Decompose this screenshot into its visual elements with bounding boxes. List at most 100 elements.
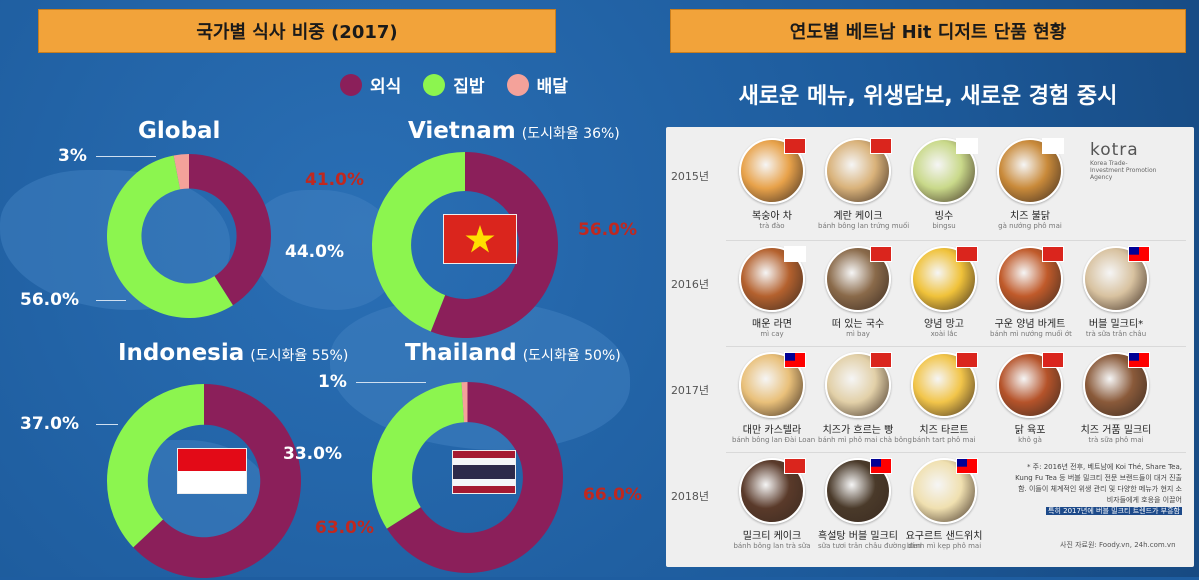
dessert-item: 치즈 타르트 bánh tart phô mai [904,352,984,444]
dessert-item: 빙수 bingsu [904,138,984,230]
data-label-global-home: 56.0% [20,290,79,310]
dessert-vietnamese-name: khô gà [1018,436,1042,444]
kr-flag-icon [1042,138,1064,154]
data-label-indonesia-home: 37.0% [20,414,79,434]
dessert-name: 치즈 거품 밀크티 [1080,425,1152,436]
dessert-name: 빙수 [934,211,954,222]
dessert-item: 닭 육포 khô gà [990,352,1070,444]
dessert-name: 요구르트 샌드위치 [905,531,983,542]
dessert-name: 구운 양념 바게트 [994,319,1066,330]
legend: 외식 집밥 배달 [340,72,568,97]
data-label-thailand-home: 33.0% [283,444,342,464]
dessert-vietnamese-name: bánh mì phô mai chà bông [818,436,912,444]
right-header: 연도별 베트남 Hit 디저트 단품 현황 [670,9,1186,53]
dessert-vietnamese-name: sữa tươi trân châu đường đen [818,542,922,550]
donut-slice-thailand-dine-out [386,382,563,573]
tw-flag-icon [1128,246,1150,262]
dessert-name: 버블 밀크티* [1088,319,1144,330]
dessert-name: 대만 카스텔라 [742,425,802,436]
indonesia-flag [177,448,247,494]
vn-flag-icon [1042,246,1064,262]
legend-item-home: 집밥 [423,72,485,97]
dessert-vietnamese-name: bánh bông lan trứng muối [818,222,910,230]
dessert-name: 치즈 불닭 [1010,211,1050,222]
leader-line [96,424,118,425]
dessert-item: 밀크티 케이크 bánh bông lan trà sữa [732,458,812,550]
tw-flag-icon [1128,352,1150,368]
dessert-name: 계란 케이크 [833,211,883,222]
infographic-title: 새로운 메뉴, 위생담보, 새로운 경험 중시 [738,84,1118,109]
chart-title-global: Global [138,118,221,144]
legend-item-dine-out: 외식 [340,72,401,97]
dessert-item: 대만 카스텔라 bánh bông lan Đài Loan [732,352,816,444]
dessert-item: 치즈가 흐르는 빵 bánh mì phô mai chà bông [818,352,912,444]
dessert-name: 양념 망고 [924,319,964,330]
vn-flag-icon [870,138,892,154]
dessert-vietnamese-name: bánh mì nướng muối ớt [990,330,1072,338]
donut-slice-global-home [107,155,233,318]
year-label: 2016년 [670,278,710,291]
dessert-vietnamese-name: bánh bông lan Đài Loan [732,436,816,444]
dessert-vietnamese-name: bánh bông lan trà sữa [733,542,811,550]
left-header: 국가별 식사 비중 (2017) [38,9,556,53]
data-label-global-delivery: 3% [58,146,87,166]
row-divider [726,346,1186,347]
dessert-vietnamese-name: xoài lắc [930,330,958,338]
tw-flag-icon [956,458,978,474]
dessert-vietnamese-name: bingsu [932,222,956,230]
legend-item-delivery: 배달 [506,72,568,97]
vn-flag-icon [870,352,892,368]
dessert-item: 매운 라면 mì cay [732,246,812,338]
dessert-item: 치즈 거품 밀크티 trà sữa phô mai [1076,352,1156,444]
donut-slice-global-delivery [173,154,189,190]
dessert-item: 구운 양념 바게트 bánh mì nướng muối ớt [990,246,1072,338]
dessert-name: 복숭아 차 [752,211,792,222]
vn-flag-icon [956,246,978,262]
chart-title-vietnam: Vietnam (도시화율 36%) [408,118,620,144]
kotra-logo: kotra Korea Trade-Investment Promotion A… [1090,140,1157,181]
vn-flag-icon [784,138,806,154]
donut-chart-thailand [372,382,563,573]
dessert-name: 흑설탕 버블 밀크티 [818,531,898,542]
tw-flag-icon [784,352,806,368]
data-label-thailand-delivery: 1% [318,372,347,392]
leader-line [356,382,426,383]
dessert-photo [911,246,977,312]
chart-title-thailand: Thailand (도시화율 50%) [405,340,621,366]
vn-flag-icon [784,458,806,474]
legend-swatch [423,73,446,96]
dessert-vietnamese-name: bánh mì kẹp phô mai [906,542,982,550]
dessert-vietnamese-name: mì cay [760,330,784,338]
donut-slice-global-dine-out [189,154,271,306]
dessert-vietnamese-name: gà nướng phô mai [998,222,1062,230]
dessert-vietnamese-name: trà sữa phô mai [1088,436,1144,444]
photo-source: 사진 자료원: Foody.vn, 24h.com.vn [1060,541,1176,549]
dessert-photo [1083,352,1149,418]
row-divider [726,240,1186,241]
dessert-name: 떠 있는 국수 [831,319,885,330]
dessert-name: 치즈 타르트 [919,425,969,436]
donut-slice-vietnam-dine-out [430,152,558,338]
row-divider [726,452,1186,453]
data-label-thailand-dine-out: 66.0% [583,485,642,505]
donut-slice-thailand-home [372,382,465,529]
thailand-flag [452,450,516,494]
chart-title-indonesia: Indonesia (도시화율 55%) [118,340,349,366]
kr-flag-icon [784,246,806,262]
data-label-global-dine-out: 41.0% [305,170,364,190]
donut-chart-vietnam [372,152,558,338]
year-label: 2015년 [670,170,710,183]
donut-chart-indonesia [107,384,301,578]
vietnam-flag [443,214,517,264]
dessert-name: 밀크티 케이크 [742,531,802,542]
vn-flag-icon [870,246,892,262]
dessert-vietnamese-name: mì bay [846,330,870,338]
data-label-vietnam-home: 44.0% [285,242,344,262]
leader-line [96,156,156,157]
data-label-indonesia-dine-out: 63.0% [315,518,374,538]
kr-flag-icon [956,138,978,154]
data-label-vietnam-dine-out: 56.0% [578,220,637,240]
donut-chart-global [107,154,271,318]
dessert-item: 복숭아 차 trà đào [732,138,812,230]
dessert-vietnamese-name: trà sữa trân châu [1085,330,1147,338]
